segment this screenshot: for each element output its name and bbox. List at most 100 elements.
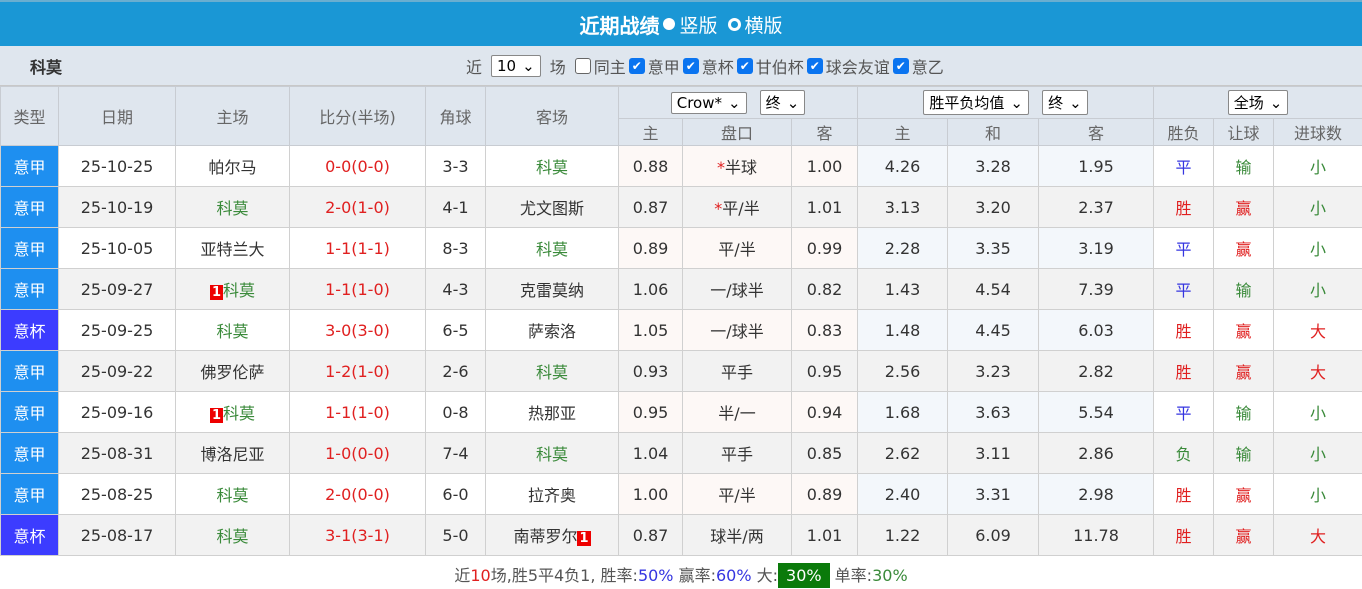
home-cell: 佛罗伦萨 <box>175 350 290 392</box>
over-under: 大 <box>1273 309 1362 351</box>
odds-away: 1.01 <box>791 186 858 228</box>
summary-text: 赢率: <box>673 566 716 585</box>
summary: 近10场,胜5平4负1, 胜率:50% 赢率:60% 大: 30% 单率:30% <box>0 562 1362 588</box>
away-cell: 热那亚 <box>485 391 619 433</box>
home-team[interactable]: 博洛尼亚 <box>200 445 265 464</box>
match-date: 25-09-27 <box>58 268 176 310</box>
match-type[interactable]: 意杯 <box>0 309 59 351</box>
home-team[interactable]: 科莫 <box>223 404 256 423</box>
result: 胜 <box>1153 186 1215 228</box>
home-team[interactable]: 亚特兰大 <box>200 240 265 259</box>
chevron-down-icon: ⌄ <box>1010 93 1023 112</box>
radio-vertical-label[interactable]: 竖版 <box>679 14 718 37</box>
away-team[interactable]: 南蒂罗尔 <box>513 527 578 546</box>
away-team[interactable]: 萨索洛 <box>527 322 576 341</box>
over-under: 小 <box>1273 227 1362 269</box>
odds-time-select[interactable]: 终 ⌄ <box>759 90 806 115</box>
match-type[interactable]: 意甲 <box>0 432 59 474</box>
away-team[interactable]: 科莫 <box>535 445 568 464</box>
same-home-checkbox[interactable] <box>574 57 591 74</box>
handicap-line: 平手 <box>682 432 792 474</box>
match-type[interactable]: 意甲 <box>0 227 59 269</box>
away-team[interactable]: 热那亚 <box>527 404 576 423</box>
handicap-line: *平/半 <box>682 186 792 228</box>
away-team[interactable]: 拉齐奥 <box>527 486 576 505</box>
avg-loss: 3.19 <box>1037 227 1155 269</box>
score: 3-0 <box>325 320 352 340</box>
odds-home: 1.00 <box>618 473 683 515</box>
period-select[interactable]: 全场 ⌄ <box>1227 90 1289 115</box>
radio-horizontal[interactable] <box>727 17 741 31</box>
avg-time-select[interactable]: 终 ⌄ <box>1042 90 1088 115</box>
away-team[interactable]: 科莫 <box>535 240 568 259</box>
away-team[interactable]: 科莫 <box>535 158 568 177</box>
score-cell[interactable]: 1-0(0-0) <box>289 432 426 474</box>
score-cell[interactable]: 2-0(0-0) <box>289 473 426 515</box>
subcol: 和 <box>947 118 1039 146</box>
score-cell[interactable]: 3-0(3-0) <box>289 309 426 351</box>
avg-win: 3.13 <box>857 186 948 228</box>
league-checkbox[interactable]: ✔ <box>892 57 909 74</box>
radio-vertical[interactable] <box>663 18 676 30</box>
home-team[interactable]: 科莫 <box>216 527 249 546</box>
match-type[interactable]: 意杯 <box>0 514 59 556</box>
home-team[interactable]: 帕尔马 <box>208 158 257 177</box>
away-team[interactable]: 克雷莫纳 <box>519 281 584 300</box>
home-team[interactable]: 佛罗伦萨 <box>200 363 265 382</box>
home-cell: 科莫 <box>175 514 290 556</box>
handicap-result: 赢 <box>1213 227 1275 269</box>
score-cell[interactable]: 1-2(1-0) <box>289 350 426 392</box>
table-row: 意甲 25-08-31 博洛尼亚 1-0(0-0) 7-4 科莫 1.04 平手… <box>0 432 1362 474</box>
home-team[interactable]: 科莫 <box>223 281 256 300</box>
match-type[interactable]: 意甲 <box>0 391 59 433</box>
score: 1-2 <box>325 361 352 381</box>
handicap-line: 半/一 <box>682 391 792 433</box>
avg-draw: 3.35 <box>947 227 1039 269</box>
match-type[interactable]: 意甲 <box>0 145 59 187</box>
result: 平 <box>1153 227 1215 269</box>
period-value: 全场 <box>1233 94 1264 112</box>
league-checkbox[interactable]: ✔ <box>628 57 645 74</box>
corners: 0-8 <box>425 391 486 433</box>
score-cell[interactable]: 1-1(1-1) <box>289 227 426 269</box>
league-checkbox[interactable]: ✔ <box>736 57 753 74</box>
table-row: 意杯 25-08-17 科莫 3-1(3-1) 5-0 南蒂罗尔 1 0.87 球… <box>0 514 1362 556</box>
match-date: 25-09-25 <box>58 309 176 351</box>
match-type[interactable]: 意甲 <box>0 473 59 515</box>
away-cell: 拉齐奥 <box>485 473 619 515</box>
score-cell[interactable]: 0-0(0-0) <box>289 145 426 187</box>
avg-loss: 11.78 <box>1037 514 1155 556</box>
home-team[interactable]: 科莫 <box>216 486 249 505</box>
chevron-down-icon: ⌄ <box>728 94 741 112</box>
away-team[interactable]: 尤文图斯 <box>519 199 584 218</box>
avg-draw: 3.20 <box>947 186 1039 228</box>
score-cell[interactable]: 1-1(1-0) <box>289 391 426 433</box>
company-select[interactable]: Crow* ⌄ <box>670 92 747 114</box>
away-cell: 科莫 <box>485 350 619 392</box>
count-select[interactable]: 10 ⌄ <box>491 54 541 77</box>
chevron-down-icon: ⌄ <box>1069 93 1082 112</box>
chevron-down-icon: ⌄ <box>786 93 800 112</box>
radio-horizontal-label[interactable]: 横版 <box>744 14 783 37</box>
handicap-line: 平手 <box>682 350 792 392</box>
score-cell[interactable]: 1-1(1-0) <box>289 268 426 310</box>
score-cell[interactable]: 2-0(1-0) <box>289 186 426 228</box>
avg-win: 2.56 <box>857 350 948 392</box>
handicap-line: 一/球半 <box>682 268 792 310</box>
away-cell: 科莫 <box>485 227 619 269</box>
match-type[interactable]: 意甲 <box>0 268 59 310</box>
home-team[interactable]: 科莫 <box>216 199 249 218</box>
page-title: 近期战绩 <box>579 13 660 38</box>
summary-text: 单率: <box>829 566 873 585</box>
avg-select[interactable]: 胜平负均值 ⌄ <box>923 90 1029 115</box>
league-checkbox[interactable]: ✔ <box>806 57 823 74</box>
score-cell[interactable]: 3-1(3-1) <box>289 514 426 556</box>
match-type[interactable]: 意甲 <box>0 350 59 392</box>
col-date: 日期 <box>58 86 176 146</box>
league-checkbox[interactable]: ✔ <box>682 57 699 74</box>
away-team[interactable]: 科莫 <box>535 363 568 382</box>
line-value: 半/一 <box>718 404 756 423</box>
avg-win: 2.62 <box>857 432 948 474</box>
home-team[interactable]: 科莫 <box>216 322 249 341</box>
match-type[interactable]: 意甲 <box>0 186 59 228</box>
